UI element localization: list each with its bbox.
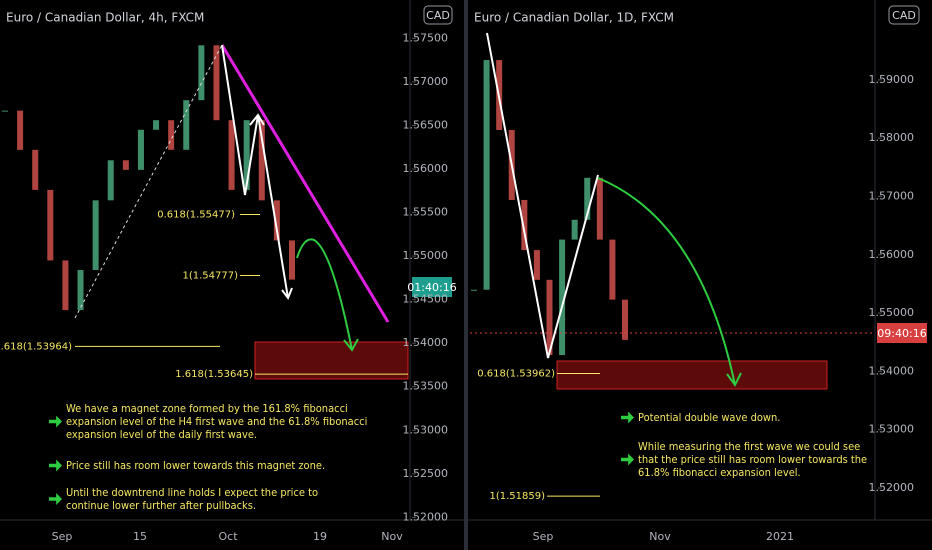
annotation: Price still has room lower towards this … — [66, 459, 396, 472]
y-tick-label: 1.57500 — [403, 31, 449, 44]
candle — [47, 189, 54, 261]
y-tick-label: 1.55500 — [403, 206, 449, 219]
candle — [77, 270, 84, 311]
fib-label: 0.618(1.55477) — [157, 210, 235, 221]
arrow-head — [343, 338, 359, 352]
candle — [258, 120, 265, 201]
wave-line — [486, 32, 599, 359]
candle — [609, 239, 616, 300]
magnet-zone — [556, 360, 828, 390]
magnet-zone — [254, 341, 409, 380]
y-tick-label: 1.55000 — [403, 249, 449, 262]
y-tick-label: 1.59000 — [869, 73, 915, 86]
candle — [92, 200, 99, 271]
candle — [533, 250, 540, 280]
y-tick-label: 1.54000 — [403, 336, 449, 349]
candle — [273, 200, 280, 241]
x-tick-label: Sep — [533, 530, 554, 543]
downtrend-line — [220, 44, 390, 323]
candle — [596, 177, 603, 240]
x-tick-label: 2021 — [766, 530, 794, 543]
fib-label: 1.618(1.53645) — [175, 369, 253, 380]
y-tick-label: 1.56000 — [403, 162, 449, 175]
x-tick-label: Sep — [52, 530, 73, 543]
projection-arrow — [296, 238, 353, 351]
y-tick-label: 1.53500 — [403, 380, 449, 393]
price-tag: 01:40:16 — [407, 281, 456, 294]
y-tick-label: 1.56000 — [869, 248, 915, 261]
candle — [213, 45, 220, 121]
annotation: While measuring the first wave we could … — [638, 440, 873, 479]
y-tick-label: 1.57000 — [869, 189, 915, 202]
annotation: We have a magnet zone formed by the 161.… — [66, 402, 396, 441]
candle — [622, 299, 628, 340]
candle — [107, 160, 114, 201]
currency[interactable]: CAD — [892, 9, 916, 22]
y-tick-label: 1.53000 — [403, 423, 449, 436]
y-tick-label: 1.57000 — [403, 75, 449, 88]
annotation: Potential double wave down. — [638, 411, 868, 424]
x-tick-label: 19 — [313, 530, 327, 543]
wave-line — [74, 44, 223, 319]
fib-label: 0.618(1.53962) — [477, 369, 555, 380]
price-tag: 09:40:16 — [877, 327, 926, 340]
candle — [168, 120, 175, 150]
wave-line — [221, 44, 289, 299]
y-tick-label: 1.53000 — [869, 423, 915, 436]
arrow-head — [281, 287, 293, 301]
candle — [584, 177, 591, 220]
candle — [137, 129, 144, 170]
fib-label: 1(1.54777) — [182, 271, 238, 282]
candle — [17, 110, 24, 150]
price-tag-bg — [412, 277, 452, 297]
x-tick-label: Nov — [381, 530, 403, 543]
candle — [198, 45, 205, 101]
x-tick-label: Oct — [218, 530, 238, 543]
arrow-head — [249, 113, 265, 126]
price-tag-bg — [877, 323, 927, 343]
projection-arrow — [597, 177, 736, 386]
currency-box — [888, 5, 920, 25]
candle — [571, 219, 578, 240]
panel-title: Euro / Canadian Dollar, 4h, FXCM — [6, 11, 204, 25]
x-tick-label: Nov — [649, 530, 671, 543]
candle — [559, 239, 566, 356]
currency[interactable]: CAD — [426, 9, 450, 22]
currency-box — [423, 5, 453, 25]
y-tick-label: 1.52500 — [403, 467, 449, 480]
candle — [183, 100, 190, 150]
candle — [483, 60, 490, 290]
candle — [289, 240, 295, 280]
candle — [243, 120, 250, 190]
fib-label: 1(1.51859) — [489, 491, 545, 502]
y-tick-label: 1.52000 — [869, 481, 915, 494]
candle — [521, 199, 528, 251]
candle — [471, 289, 477, 291]
candle — [153, 120, 160, 130]
candle — [32, 149, 39, 190]
annotation: Until the downtrend line holds I expect … — [66, 486, 356, 512]
arrow-head — [726, 372, 742, 387]
y-tick-label: 1.55000 — [869, 306, 915, 319]
y-tick-label: 1.56500 — [403, 118, 449, 131]
candle — [2, 110, 8, 112]
x-tick-label: 15 — [133, 530, 147, 543]
candle — [546, 279, 553, 356]
y-tick-label: 1.54500 — [403, 293, 449, 306]
y-tick-label: 1.54000 — [869, 364, 915, 377]
y-tick-label: 1.52000 — [403, 510, 449, 523]
candle — [228, 120, 235, 190]
panel-title: Euro / Canadian Dollar, 1D, FXCM — [474, 11, 674, 25]
y-tick-label: 1.58000 — [869, 131, 915, 144]
candle — [122, 160, 129, 170]
fib-label: 0.618(1.53964) — [0, 341, 72, 352]
candle — [62, 260, 69, 311]
